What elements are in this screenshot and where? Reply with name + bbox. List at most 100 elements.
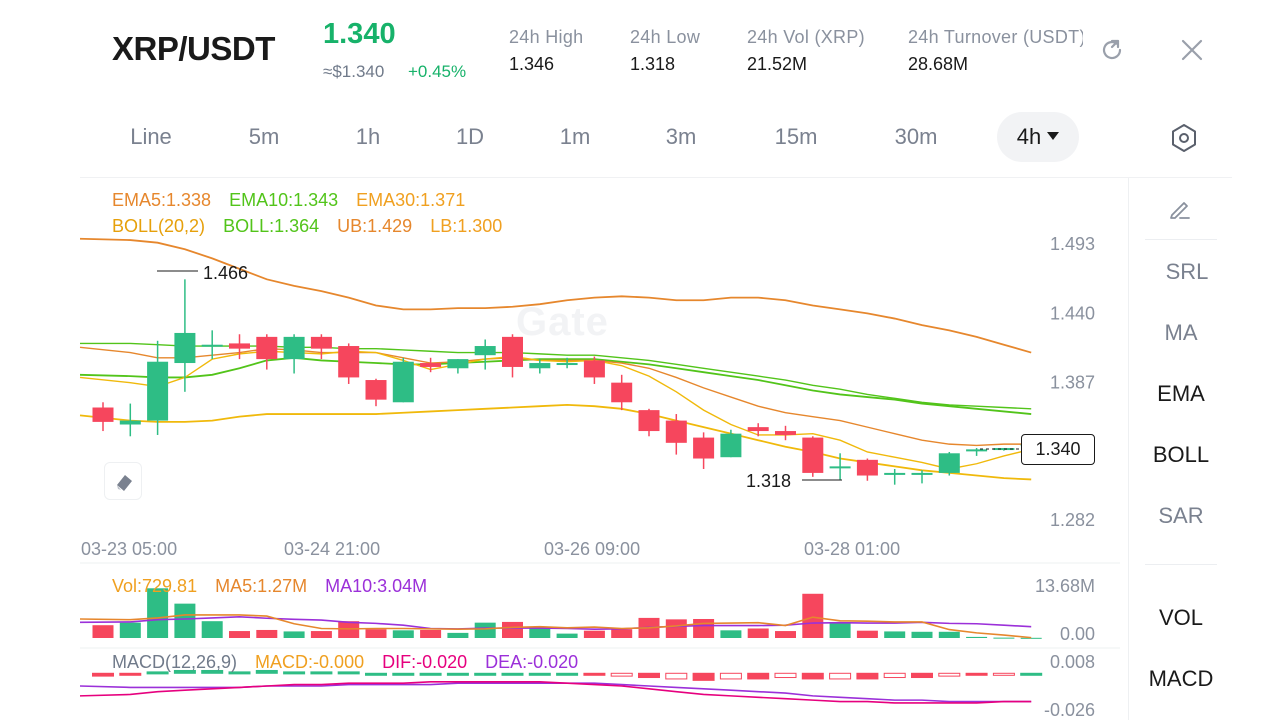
price-axis-label: 1.440 bbox=[1050, 303, 1095, 323]
legend-ema5: EMA5:1.338 bbox=[112, 190, 212, 210]
candle-body bbox=[420, 363, 442, 367]
drawing-lock-button[interactable] bbox=[104, 462, 142, 500]
candle-body bbox=[338, 346, 360, 378]
macd-histogram-bar bbox=[801, 672, 824, 680]
candle-body bbox=[174, 332, 196, 364]
volume-bar bbox=[447, 632, 469, 638]
volume-bar bbox=[556, 633, 578, 638]
legend-vol-ma5: MA5:1.27M bbox=[215, 576, 308, 596]
macd-histogram-bar bbox=[665, 672, 688, 680]
legend-ub: UB:1.429 bbox=[337, 216, 413, 236]
volume-bar bbox=[92, 625, 114, 638]
candle-body bbox=[966, 449, 988, 452]
boll-lower-line bbox=[79, 403, 1032, 481]
tool-ma[interactable]: MA bbox=[1164, 320, 1198, 345]
time-axis-label: 03-24 21:00 bbox=[284, 539, 380, 559]
macd-histogram-bar bbox=[528, 672, 551, 676]
close-icon[interactable] bbox=[1178, 36, 1206, 64]
tool-ema[interactable]: EMA bbox=[1157, 381, 1205, 406]
volume-axis-label: 0.00 bbox=[1060, 624, 1095, 644]
volume-bar bbox=[775, 631, 796, 638]
tool-vol[interactable]: VOL bbox=[1158, 605, 1204, 630]
macd-histogram-bar bbox=[556, 672, 579, 676]
macd-histogram-bar bbox=[638, 672, 660, 679]
volume-bar bbox=[829, 622, 851, 638]
stat-24h-turnover: 24h Turnover (USDT) 28.68M bbox=[908, 27, 1083, 75]
tool-srl[interactable]: SRL bbox=[1165, 259, 1209, 284]
volume-bar bbox=[693, 618, 715, 638]
candle-body bbox=[556, 363, 578, 366]
stat-value: 28.68M bbox=[908, 54, 969, 74]
tab-line[interactable]: Line bbox=[130, 124, 172, 149]
macd-histogram-bar bbox=[719, 672, 742, 680]
ema-legend: EMA5:1.338 EMA10:1.343 EMA30:1.371 bbox=[112, 190, 483, 211]
tab-3m[interactable]: 3m bbox=[665, 124, 697, 149]
low-marker-label: 1.318 bbox=[746, 471, 791, 491]
volume-bar bbox=[174, 603, 196, 638]
macd-histogram-bar bbox=[474, 672, 497, 676]
eraser-icon bbox=[117, 475, 132, 491]
macd-histogram-bar bbox=[992, 672, 1015, 676]
volume-bar bbox=[420, 629, 442, 638]
legend-vol: Vol:729.81 bbox=[112, 576, 198, 596]
tool-sar[interactable]: SAR bbox=[1158, 503, 1204, 528]
candle-body bbox=[392, 361, 414, 403]
stat-label: 24h Vol (XRP) bbox=[747, 27, 865, 47]
stat-24h-high: 24h High 1.346 bbox=[509, 27, 583, 75]
stat-value: 21.52M bbox=[747, 54, 808, 74]
tool-macd[interactable]: MACD bbox=[1148, 666, 1214, 691]
volume-bar bbox=[911, 631, 933, 638]
tab-15m[interactable]: 15m bbox=[774, 124, 818, 149]
tab-4h-label: 4h bbox=[1016, 124, 1042, 149]
tab-1h[interactable]: 1h bbox=[355, 124, 381, 149]
candle-body bbox=[283, 336, 305, 360]
volume-bar bbox=[720, 630, 742, 638]
gate-watermark: Gate bbox=[516, 300, 609, 344]
tab-1m[interactable]: 1m bbox=[559, 124, 591, 149]
pencil-icon[interactable] bbox=[1167, 196, 1193, 222]
candle-body bbox=[638, 410, 660, 432]
candle-body bbox=[147, 361, 169, 421]
macd-histogram-bar bbox=[692, 672, 715, 681]
separator bbox=[1145, 564, 1217, 565]
volume-bar bbox=[665, 619, 687, 638]
tool-boll[interactable]: BOLL bbox=[1152, 442, 1210, 467]
ema5-line bbox=[79, 350, 1032, 470]
stat-value: 1.318 bbox=[630, 54, 676, 74]
stat-value: 1.346 bbox=[509, 54, 555, 74]
candle-body bbox=[529, 363, 551, 369]
tab-30m[interactable]: 30m bbox=[894, 124, 938, 149]
legend-macd-params: MACD(12,26,9) bbox=[112, 652, 238, 672]
rotate-screen-icon[interactable] bbox=[1098, 36, 1126, 64]
volume-bar bbox=[119, 622, 141, 638]
time-axis-label: 03-23 05:00 bbox=[81, 539, 177, 559]
tab-1d[interactable]: 1D bbox=[455, 124, 485, 149]
legend-vol-ma10: MA10:3.04M bbox=[325, 576, 428, 596]
vol-legend: Vol:729.81 MA5:1.27M MA10:3.04M bbox=[112, 576, 445, 597]
settings-icon[interactable] bbox=[1168, 122, 1200, 154]
pair-title[interactable]: XRP/USDT bbox=[112, 30, 275, 67]
legend-boll: BOLL:1.364 bbox=[223, 216, 320, 236]
candle-body bbox=[829, 466, 851, 469]
macd-histogram-bar bbox=[747, 672, 770, 680]
volume-bar bbox=[966, 636, 988, 638]
volume-bar bbox=[1020, 637, 1042, 639]
candle-body bbox=[693, 437, 715, 459]
tab-5m[interactable]: 5m bbox=[248, 124, 280, 149]
macd-histogram-bar bbox=[501, 672, 524, 676]
chevron-down-icon bbox=[1047, 132, 1060, 141]
candle-body bbox=[802, 437, 824, 473]
ticker-header: XRP/USDT 1.340 ≈$1.340 +0.45% 24h High 1… bbox=[0, 0, 1280, 100]
macd-histogram-bar bbox=[829, 672, 852, 680]
macd-histogram-bar bbox=[446, 672, 469, 676]
volume-bar bbox=[638, 617, 660, 638]
volume-bar bbox=[529, 626, 551, 638]
stat-label: 24h Low bbox=[630, 27, 701, 47]
legend-dea: DEA:-0.020 bbox=[485, 652, 579, 672]
volume-ma5-line bbox=[79, 614, 1032, 639]
macd-dea-line bbox=[79, 682, 1032, 703]
tab-4h[interactable]: 4h bbox=[997, 112, 1079, 162]
candle-body bbox=[474, 346, 496, 356]
legend-ema10: EMA10:1.343 bbox=[229, 190, 339, 210]
